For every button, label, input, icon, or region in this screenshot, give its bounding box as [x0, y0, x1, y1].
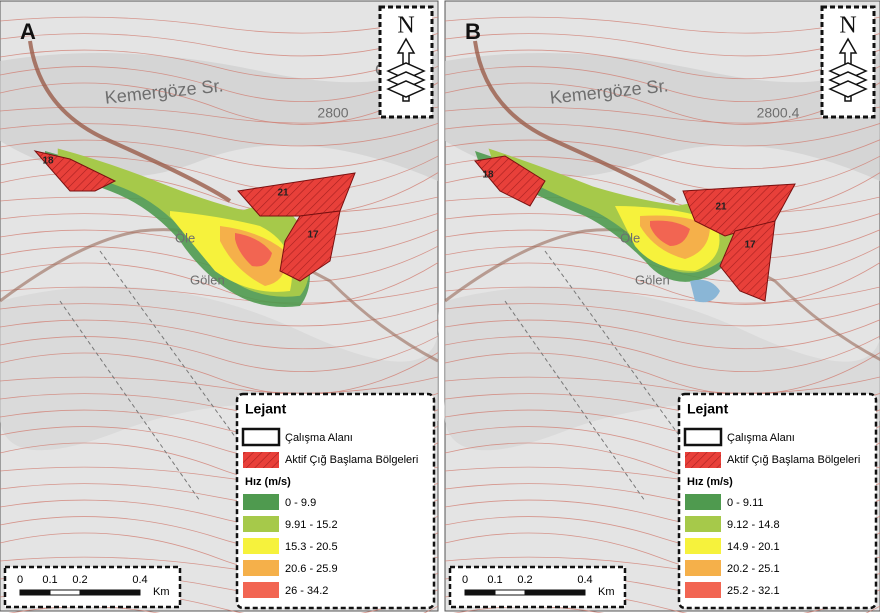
legend-text: 14.9 - 20.1 — [727, 541, 780, 553]
legend-swatch — [685, 538, 721, 554]
legend-title: Lejant — [245, 401, 287, 417]
legend-swatch — [243, 582, 279, 598]
legend-swatch — [243, 516, 279, 532]
legend-text: Çalışma Alanı — [727, 432, 795, 444]
scale-tick-label: 0.4 — [577, 574, 592, 586]
zone-label: 18 — [42, 156, 54, 167]
legend-swatch — [243, 452, 279, 468]
legend-swatch — [685, 516, 721, 532]
legend-text: 25.2 - 32.1 — [727, 585, 780, 597]
scale-tick-label: 0.2 — [72, 574, 87, 586]
legend-subtitle: Hız (m/s) — [687, 476, 733, 488]
legend-text: Çalışma Alanı — [285, 432, 353, 444]
legend-swatch — [685, 494, 721, 510]
scale-segment — [465, 590, 495, 595]
scale-tick-label: 0.4 — [132, 574, 147, 586]
scale-unit: Km — [153, 586, 170, 598]
legend-swatch — [685, 429, 721, 445]
legend-text: 0 - 9.11 — [727, 497, 764, 509]
legend-swatch — [685, 582, 721, 598]
panel-label: B — [465, 19, 481, 44]
zone-label: 17 — [307, 230, 319, 241]
scale-segment — [20, 590, 50, 595]
legend-text: 9.12 - 14.8 — [727, 519, 780, 531]
scale-tick-label: 0 — [462, 574, 468, 586]
place-name: Öle — [175, 230, 195, 245]
north-label: N — [397, 13, 414, 39]
scale-segment — [50, 590, 80, 595]
panel-label: A — [20, 19, 36, 44]
legend-text: 20.6 - 25.9 — [285, 563, 338, 575]
legend-text: 9.91 - 15.2 — [285, 519, 338, 531]
place-name: Gölen — [190, 272, 225, 287]
scale-tick-label: 0 — [17, 574, 23, 586]
legend-swatch — [243, 538, 279, 554]
legend-text: 0 - 9.9 — [285, 497, 316, 509]
scale-segment — [80, 590, 140, 595]
legend-swatch — [243, 560, 279, 576]
place-name: 2800.4 — [757, 105, 800, 121]
zone-label: 21 — [715, 202, 727, 213]
place-name: 2800 — [317, 105, 348, 121]
scale-tick-label: 0.1 — [42, 574, 57, 586]
north-label: N — [839, 13, 856, 39]
figure: 182117Kemergöze Sr.2800GöleÖleGölenANLej… — [0, 0, 880, 613]
legend-text: 15.3 - 20.5 — [285, 541, 338, 553]
scale-tick-label: 0.2 — [517, 574, 532, 586]
place-name: Öle — [620, 230, 640, 245]
zone-label: 21 — [277, 188, 289, 199]
legend-text: 20.2 - 25.1 — [727, 563, 780, 575]
legend-swatch — [243, 494, 279, 510]
legend-text: Aktif Çığ Başlama Bölgeleri — [727, 454, 860, 466]
legend-swatch — [243, 429, 279, 445]
legend-text: Aktif Çığ Başlama Bölgeleri — [285, 454, 418, 466]
legend-title: Lejant — [687, 401, 729, 417]
legend-subtitle: Hız (m/s) — [245, 476, 291, 488]
zone-label: 17 — [744, 240, 756, 251]
scale-segment — [525, 590, 585, 595]
place-name: Gölen — [635, 272, 670, 287]
scale-tick-label: 0.1 — [487, 574, 502, 586]
scale-segment — [495, 590, 525, 595]
legend-swatch — [685, 452, 721, 468]
legend-text: 26 - 34.2 — [285, 585, 328, 597]
legend-swatch — [685, 560, 721, 576]
scale-unit: Km — [598, 586, 615, 598]
zone-label: 18 — [482, 170, 494, 181]
